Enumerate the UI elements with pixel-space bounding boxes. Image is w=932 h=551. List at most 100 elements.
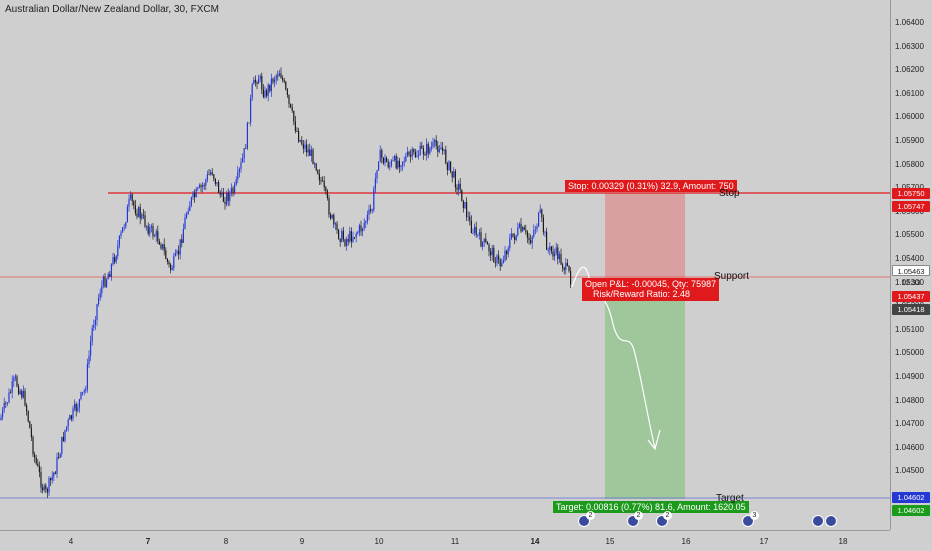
candle-body <box>491 247 493 256</box>
event-flag-icon[interactable] <box>825 515 837 527</box>
candle-body <box>171 268 173 270</box>
time-axis[interactable]: 4 7 8 9 10 11 14 15 16 17 18 <box>0 530 890 551</box>
candle-body <box>299 140 301 142</box>
candle-body <box>99 293 101 298</box>
candle-body <box>250 98 252 123</box>
candle-body <box>290 103 292 108</box>
candle-body <box>478 232 480 235</box>
candle-body <box>488 244 490 252</box>
candle-body <box>189 205 191 212</box>
candle-body <box>69 415 71 420</box>
candle-body <box>395 156 397 169</box>
candle-body <box>467 216 469 218</box>
candle-body <box>387 161 389 168</box>
candle-body <box>554 253 556 257</box>
candle-body <box>414 151 416 157</box>
target-label[interactable]: Target: 0.00816 (0.77%) 81.6, Amount: 16… <box>553 501 749 513</box>
candle-body <box>544 231 546 233</box>
candle-body <box>277 75 279 77</box>
price-tick-label: 1.06100 <box>895 88 924 98</box>
candle-body <box>216 181 218 184</box>
candle-body <box>357 232 359 234</box>
candle-body <box>288 94 290 104</box>
candle-body <box>160 244 162 249</box>
candle-body <box>45 485 47 490</box>
candle-body <box>499 259 501 267</box>
candle-body <box>14 376 16 378</box>
stop-label[interactable]: Stop: 0.00329 (0.31%) 32.9, Amount: 750 <box>565 180 737 192</box>
candle-body <box>315 163 317 171</box>
candle-body <box>470 220 472 233</box>
candle-body <box>547 249 549 251</box>
candle-body <box>494 262 496 264</box>
candle-body <box>475 226 477 235</box>
candle-body <box>226 192 228 205</box>
candle-body <box>411 149 413 157</box>
event-flag-icon[interactable] <box>812 515 824 527</box>
candle-body <box>77 407 79 411</box>
target-profit-tag: 1.04602 <box>892 505 930 516</box>
candle-body <box>178 251 180 255</box>
candle-body <box>440 147 442 150</box>
candle-body <box>506 250 508 255</box>
price-tick-label: 1.05000 <box>895 348 924 358</box>
candle-body <box>96 304 98 320</box>
candle-body <box>174 252 176 256</box>
candle-body <box>58 457 60 458</box>
candle-body <box>370 209 372 211</box>
candle-body <box>246 122 248 149</box>
candle-body <box>112 257 114 265</box>
candle-body <box>498 255 500 260</box>
candle-body <box>515 235 517 240</box>
price-tick-label: 1.05100 <box>895 324 924 334</box>
price-axis[interactable]: 1.04500 1.04600 1.04700 1.04800 1.04900 1.050… <box>890 0 932 530</box>
candle-body <box>366 214 368 222</box>
candle-body <box>373 188 375 210</box>
candle-body <box>358 225 360 233</box>
price-tick-label: 1.05300 <box>895 277 924 287</box>
candle-body <box>11 381 13 393</box>
candlestick-chart[interactable] <box>0 0 890 530</box>
candle-body <box>13 377 15 382</box>
candle-body <box>106 279 108 287</box>
candle-body <box>502 260 504 263</box>
candle-body <box>398 160 400 168</box>
current-price-tag: 1.05437 <box>892 291 930 302</box>
candle-body <box>34 454 36 458</box>
price-tick-label: 1.05900 <box>895 136 924 145</box>
candle-body <box>408 151 410 155</box>
candle-body <box>539 209 541 213</box>
symbol-title: Australian Dollar/New Zealand Dollar, 30… <box>5 4 219 15</box>
candle-body <box>432 142 434 147</box>
time-tick-label: 10 <box>374 537 384 546</box>
candle-body <box>531 236 533 244</box>
event-count: 2 <box>663 511 672 520</box>
candle-body <box>328 198 330 215</box>
pnl-label[interactable]: Open P&L: -0.00045, Qty: 75987 Risk/Rewa… <box>582 278 720 301</box>
candle-body <box>269 84 271 92</box>
candle-body <box>232 188 234 193</box>
candle-body <box>53 472 55 477</box>
candle-body <box>120 232 122 236</box>
candle-body <box>141 214 143 219</box>
candle-body <box>459 183 461 190</box>
candle-body <box>187 211 189 214</box>
candle-body <box>234 184 236 193</box>
candle-body <box>472 232 474 234</box>
candle-body <box>541 209 543 218</box>
candle-body <box>536 226 538 230</box>
candle-body <box>152 226 154 237</box>
candle-body <box>346 239 348 246</box>
candle-body <box>218 181 220 193</box>
candle-body <box>211 172 213 175</box>
candle-body <box>254 79 256 83</box>
candle-body <box>446 163 448 170</box>
ratio-text: Risk/Reward Ratio: 2.48 <box>593 289 691 299</box>
candle-body <box>298 131 300 142</box>
price-pane[interactable]: Australian Dollar/New Zealand Dollar, 30… <box>0 0 890 530</box>
candle-body <box>6 402 8 404</box>
candle-body <box>253 79 255 85</box>
candle-body <box>18 386 20 394</box>
candle-body <box>312 149 314 165</box>
